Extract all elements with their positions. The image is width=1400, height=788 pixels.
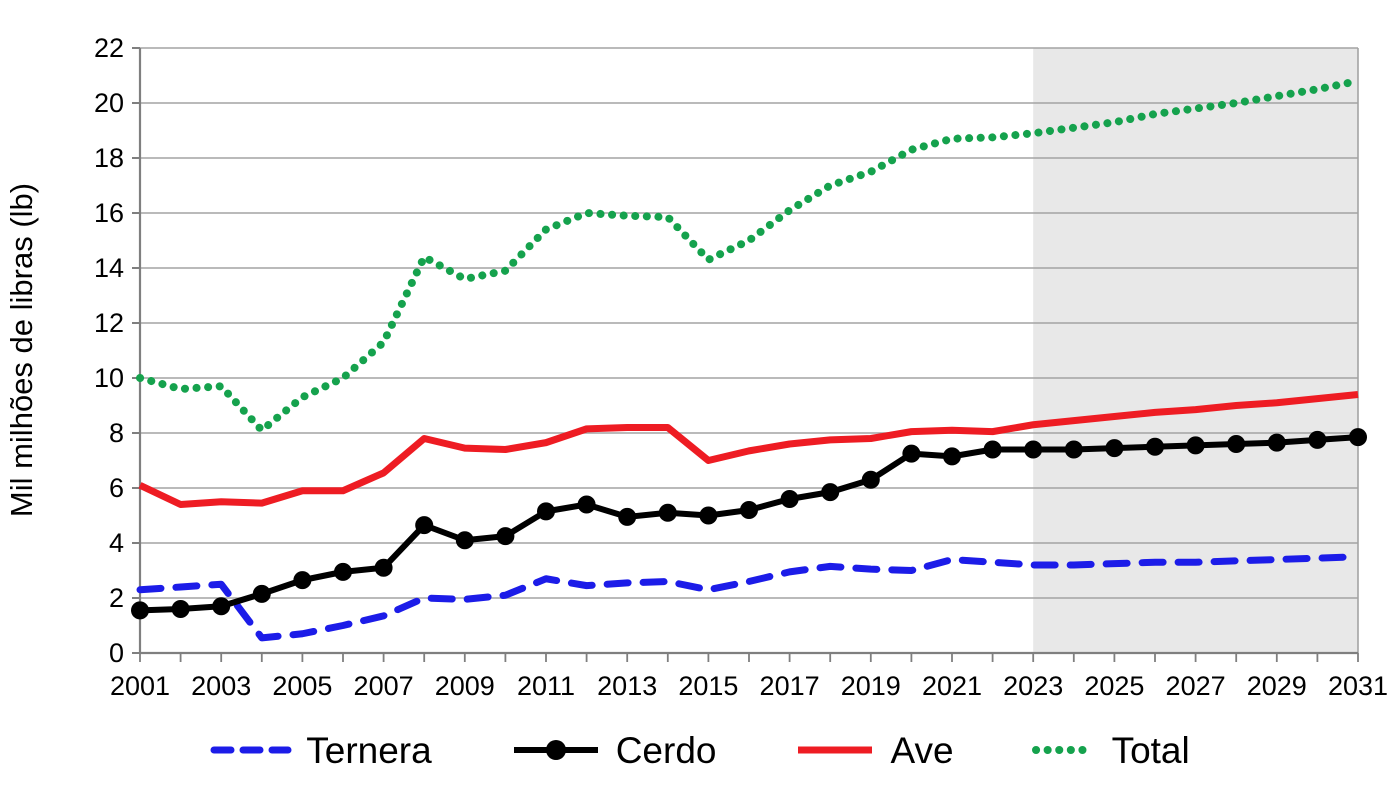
legend-item-ternera: Ternera [210,729,432,771]
projection-shading [1033,48,1358,653]
cerdo-marker-line-icon [513,740,598,760]
y-tick-label: 16 [94,198,124,228]
series-line-total [136,77,1362,435]
y-tick-label: 12 [94,308,124,338]
x-tick-label: 2017 [760,671,820,701]
legend: Ternera Cerdo Ave Total [0,712,1400,788]
x-tick-label: 2005 [272,671,332,701]
data-point-marker-cerdo [1064,440,1083,459]
y-tick-label: 10 [94,363,124,393]
data-point-marker-cerdo [131,601,149,620]
data-point-marker-cerdo [537,502,555,521]
data-point-marker-cerdo [1267,433,1286,452]
data-point-marker-cerdo [415,516,434,535]
x-tick-label: 2023 [1003,671,1063,701]
x-tick-label: 2013 [597,671,657,701]
legend-label-total: Total [1111,729,1190,771]
data-point-marker-cerdo [943,447,961,466]
data-point-marker-cerdo [1186,436,1205,455]
data-point-marker-cerdo [699,506,718,525]
data-point-marker-cerdo [171,600,190,618]
data-point-marker-cerdo [374,558,393,577]
y-tick-label: 14 [94,253,124,283]
ternera-dashed-line-icon [210,746,292,754]
data-point-marker-cerdo [212,597,231,616]
legend-item-total: Total [1031,729,1190,771]
legend-label-ave: Ave [890,729,954,771]
x-tick-label: 2029 [1247,671,1307,701]
x-tick-label: 2009 [435,671,495,701]
y-tick-label: 22 [94,33,124,63]
legend-label-cerdo: Cerdo [615,729,717,771]
data-point-marker-cerdo [293,571,312,590]
data-point-marker-cerdo [1308,430,1327,449]
line-chart: 0 2 4 6 8 10 12 14 16 18 20 22 2001 2003 2005 2007 2009 2… [4,33,1388,701]
data-point-marker-cerdo [1146,437,1164,456]
data-point-marker-cerdo [455,531,474,550]
data-point-marker-cerdo [902,444,921,463]
data-point-marker-cerdo [983,440,1002,459]
series-line-ternera [136,553,1362,642]
legend-label-ternera: Ternera [306,729,432,771]
data-point-marker-cerdo [780,490,799,508]
y-tick-label: 18 [94,143,124,173]
data-point-marker-cerdo [740,501,758,519]
y-tick-label: 2 [109,583,124,613]
y-tick-label: 0 [109,638,124,668]
data-point-marker-cerdo [334,562,352,581]
data-point-marker-cerdo [496,527,515,546]
series-line-ave [138,391,1359,508]
data-point-marker-cerdo [618,507,637,526]
legend-item-cerdo: Cerdo [510,729,717,771]
x-tick-label: 2021 [922,671,982,701]
data-point-marker-cerdo [861,470,880,489]
x-tick-label: 2019 [841,671,901,701]
x-tick-label: 2011 [517,671,575,701]
x-tick-label: 2027 [1166,671,1226,701]
x-tick-label: 2007 [354,671,414,701]
data-point-marker-cerdo [658,503,677,522]
y-tick-label: 8 [109,418,124,448]
data-point-marker-cerdo [1024,440,1043,459]
data-point-marker-cerdo [1105,439,1124,458]
x-tick-label: 2031 [1328,671,1388,701]
y-tick-label: 20 [94,88,124,118]
x-tick-label: 2015 [678,671,738,701]
y-axis-title: Mil milhões de libras (lb) [4,183,39,517]
x-tick-label: 2025 [1084,671,1144,701]
data-point-marker-cerdo [821,483,840,502]
legend-item-ave: Ave [794,729,954,771]
chart-area: 0 2 4 6 8 10 12 14 16 18 20 22 2001 2003 2005 2007 2009 2… [4,33,1388,701]
data-point-marker-cerdo [577,495,596,514]
data-point-marker-cerdo [252,584,271,603]
x-tick-label: 2001 [110,671,170,701]
x-tick-label: 2003 [191,671,251,701]
y-tick-label: 6 [109,473,124,503]
data-point-marker-cerdo [1349,428,1367,447]
y-tick-label: 4 [109,528,124,558]
ave-solid-line-icon [798,746,873,754]
data-point-marker-cerdo [1227,435,1246,453]
total-dotted-line-icon [1031,746,1098,754]
